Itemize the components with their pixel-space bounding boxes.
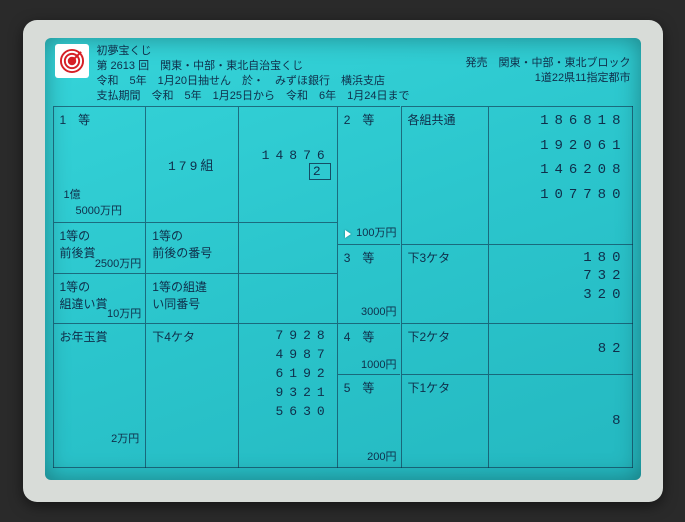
- prize-3-label: 3 等: [344, 251, 375, 265]
- prize-2-n1: 186818: [495, 109, 627, 134]
- otoshidama-n2: 4987: [245, 346, 331, 365]
- prize-2-group: 各組共通: [408, 113, 456, 127]
- monitor-bezel: 初夢宝くじ 第 2613 回 関東・中部・東北自治宝くじ 令和 5年 1月20日…: [23, 20, 663, 502]
- prize-5-amount: 200円: [367, 448, 396, 464]
- prize-2-n4: 107780: [495, 183, 627, 208]
- prize-4-label: 4 等: [344, 330, 375, 344]
- prize-1-kumichigai-label: 1等の: [60, 278, 140, 295]
- prize-5-n1: 8: [612, 413, 626, 429]
- prize-2-n2: 192061: [495, 134, 627, 159]
- mouse-cursor-icon: [345, 230, 351, 238]
- prize-1-amount2: 5000万円: [76, 202, 122, 218]
- otoshidama-keta: 下4ケタ: [152, 328, 232, 345]
- screen: 初夢宝くじ 第 2613 回 関東・中部・東北自治宝くじ 令和 5年 1月20日…: [45, 38, 641, 480]
- prize-2-n3: 146208: [495, 158, 627, 183]
- prize-3-n2: 732: [495, 267, 627, 286]
- results-grid: 1 等 1億 5000万円 179組 148762 1等の 前後賞 2500万円…: [53, 106, 633, 468]
- prize-1-zengo-desc: 1等の: [152, 227, 232, 244]
- otoshidama-n5: 5630: [245, 403, 331, 422]
- prize-2-amount: 100万円: [356, 224, 396, 240]
- issuer-line2: 1道22県11指定都市: [466, 71, 631, 86]
- issuer-line: 発売 関東・中部・東北ブロック: [466, 56, 631, 71]
- prize-1-kumichigai-desc2: い同番号: [152, 295, 232, 312]
- header: 初夢宝くじ 第 2613 回 関東・中部・東北自治宝くじ 令和 5年 1月20日…: [45, 38, 641, 107]
- prize-3-n1: 180: [495, 249, 627, 268]
- otoshidama-amount: 2万円: [111, 430, 139, 446]
- prize-1-kumichigai-amount: 10万円: [107, 305, 141, 321]
- prize-1-zengo-desc2: 前後の番号: [152, 244, 232, 261]
- prize-1-zengo-label: 1等の: [60, 227, 140, 244]
- prize-4-keta: 下2ケタ: [408, 330, 451, 344]
- prize-1-zengo-amount: 2500万円: [95, 255, 141, 271]
- prize-1-label: 1 等: [60, 113, 91, 127]
- prize-3-n3: 320: [495, 286, 627, 305]
- otoshidama-n4: 9321: [245, 384, 331, 403]
- prize-3-amount: 3000円: [361, 303, 396, 319]
- prize-3-keta: 下3ケタ: [408, 251, 451, 265]
- prize-1-kumichigai-desc: 1等の組違: [152, 278, 232, 295]
- prize-1-amount: 1億: [64, 186, 81, 202]
- lottery-round: 第 2613 回 関東・中部・東北自治宝くじ: [97, 59, 458, 74]
- lottery-payment-period: 支払期間 令和 5年 1月25日から 令和 6年 1月24日まで: [97, 89, 458, 104]
- otoshidama-n1: 7928: [245, 327, 331, 346]
- prize-2-label: 2 等: [344, 113, 375, 127]
- lottery-draw-info: 令和 5年 1月20日抽せん 於・ みずほ銀行 横浜支店: [97, 74, 458, 89]
- prize-1-number: 148762: [245, 148, 331, 180]
- prize-4-n1: 82: [598, 341, 627, 357]
- prize-4-amount: 1000円: [361, 356, 396, 372]
- otoshidama-n3: 6192: [245, 365, 331, 384]
- prize-5-label: 5 等: [344, 381, 375, 395]
- prize-5-keta: 下1ケタ: [408, 381, 451, 395]
- otoshidama-label: お年玉賞: [60, 328, 140, 345]
- prize-1-kumi: 179組: [168, 155, 216, 174]
- lottery-title: 初夢宝くじ: [97, 44, 458, 59]
- lottery-logo-icon: [55, 44, 89, 78]
